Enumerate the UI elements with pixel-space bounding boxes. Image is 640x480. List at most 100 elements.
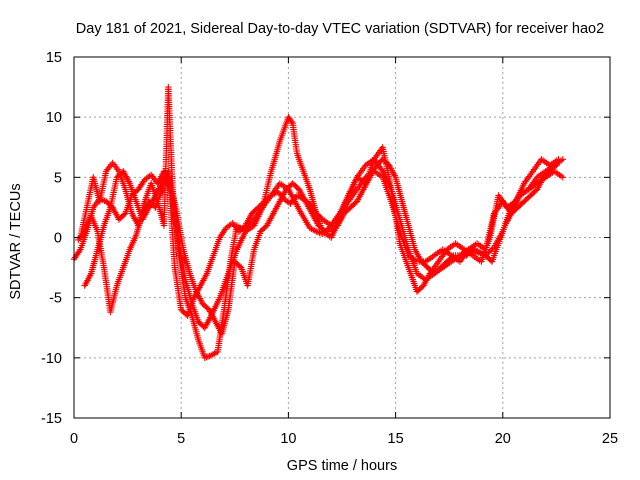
y-axis-label: SDTVAR / TECUs [8, 183, 24, 299]
data-point-segment [167, 180, 180, 215]
data-point-segment [210, 236, 223, 259]
data-point-segment [163, 174, 173, 185]
data-point-segment [289, 120, 300, 155]
data-point-segment [420, 272, 433, 289]
data-point-segment [268, 140, 283, 175]
data-point-segment [96, 170, 109, 205]
chart-title: Day 181 of 2021, Sidereal Day-to-day VTE… [76, 21, 604, 37]
data-point-segment [413, 283, 426, 295]
data-point-segment [476, 248, 488, 258]
data-point-segment [276, 187, 289, 205]
y-tick-label: -5 [49, 291, 62, 307]
data-point-segment [180, 246, 193, 275]
data-point-segment [90, 197, 102, 211]
data-point-segment [233, 230, 248, 253]
data-point-segment [469, 252, 483, 264]
data-point-segment [257, 223, 269, 235]
x-tick-label: 15 [388, 431, 404, 447]
data-point-segment [366, 163, 379, 181]
data-point-segment [340, 205, 353, 217]
data-point-segment [313, 210, 325, 222]
data-point-segment [396, 228, 411, 257]
x-axis-label: GPS time / hours [287, 458, 397, 474]
data-point-segment [287, 193, 299, 207]
data-point-segment [516, 187, 530, 199]
data-point-segment [242, 223, 256, 235]
data-point-segment [115, 211, 128, 223]
data-point-segment [405, 264, 420, 293]
data-point-segment [250, 230, 263, 253]
x-tick-label: 20 [495, 431, 511, 447]
data-point-segment [242, 212, 255, 229]
data-point-segment [473, 240, 488, 252]
data-point-segment [109, 159, 121, 173]
data-point-segment [285, 114, 295, 125]
data-point-segment [469, 246, 481, 255]
data-point-segment [193, 288, 205, 306]
data-point-segment [431, 247, 445, 259]
data-point-segment [298, 210, 312, 230]
y-tick-label: 10 [46, 110, 62, 126]
data-point-segment [107, 176, 120, 211]
data-point-segment [334, 212, 347, 229]
data-point-segment [100, 206, 113, 229]
data-point-segment [186, 270, 199, 293]
data-point-segment [319, 216, 333, 228]
data-point-segment [306, 224, 318, 234]
data-point-segment [250, 206, 265, 229]
data-point-segment [205, 306, 218, 324]
data-point-segment [81, 272, 94, 289]
data-point-segment [126, 233, 139, 253]
data-point-segment [386, 162, 398, 179]
data-point-segment [360, 175, 373, 193]
data-point-segment [321, 228, 333, 235]
data-point-segment [300, 168, 313, 191]
data-point-segment [525, 175, 540, 193]
data-point [559, 156, 567, 163]
data-point-segment [289, 180, 301, 192]
data-point-segment [405, 222, 418, 251]
data-point-segment [188, 312, 201, 341]
data-point-segment [345, 175, 360, 199]
data-point-segment [306, 200, 319, 215]
data-point-segment [353, 175, 368, 193]
data-point-segment [450, 252, 461, 259]
data-point-segment [208, 349, 220, 359]
data-point-segment [521, 193, 533, 205]
data-point-segment [197, 272, 210, 289]
data-point-segment [302, 198, 315, 215]
y-tick-label: 5 [54, 170, 62, 186]
data-point-segment [203, 254, 216, 277]
data-point-segment [315, 222, 327, 234]
data-point-segment [379, 156, 392, 168]
x-tick-label: 5 [177, 431, 185, 447]
series-track-c [75, 156, 567, 319]
data-point-segment [482, 252, 494, 264]
x-tick-label: 0 [70, 431, 78, 447]
data-points [70, 83, 567, 361]
data-point-segment [107, 284, 120, 316]
x-tick-label: 25 [602, 431, 618, 447]
data-point-segment [488, 242, 501, 265]
data-point-segment [135, 178, 147, 193]
data-point-segment [94, 224, 107, 253]
data-point-segment [220, 260, 234, 313]
data-point-segment [405, 252, 419, 264]
data-point-segment [398, 198, 412, 227]
data-point-segment [199, 300, 211, 312]
data-point-segment [514, 199, 527, 211]
data-point-segment [152, 181, 165, 199]
series-track-d [81, 156, 560, 337]
data-point-segment [235, 223, 248, 235]
data-point-segment [437, 259, 449, 271]
y-tick-label: 0 [54, 231, 62, 247]
data-point-segment [88, 212, 100, 233]
data-point-segment [255, 199, 267, 211]
data-point-segment [521, 169, 535, 187]
data-point-segment [392, 174, 405, 203]
data-point-segment [345, 187, 359, 205]
data-point-segment [439, 246, 453, 258]
